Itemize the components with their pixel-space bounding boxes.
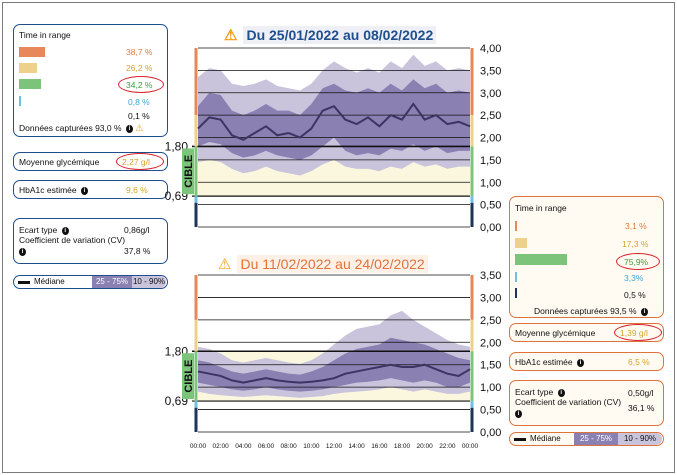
cv-value: 37,8 % bbox=[124, 246, 151, 256]
high-swatch bbox=[515, 238, 527, 248]
highlight-ring bbox=[614, 324, 662, 341]
cv-label: Coefficient de variation (CV) bbox=[515, 397, 622, 407]
in-range-swatch bbox=[19, 79, 41, 89]
hba1c-label: HbA1c estimée i bbox=[515, 357, 585, 367]
highlight-ring bbox=[116, 153, 164, 170]
tir-high-value: 26,2 % bbox=[126, 63, 153, 73]
cv-info: i bbox=[17, 246, 26, 256]
cv-info: i bbox=[513, 408, 522, 418]
very-high-swatch bbox=[515, 221, 517, 231]
tir-low-value: 0,8 % bbox=[128, 97, 150, 107]
info-icon[interactable]: i bbox=[81, 186, 89, 195]
info-icon[interactable]: i bbox=[19, 247, 26, 256]
info-icon[interactable]: i bbox=[61, 226, 69, 235]
legend-iqr: 25 - 75% bbox=[574, 433, 618, 445]
top-chart-title: ⚠ Du 25/01/2022 au 08/02/2022 bbox=[224, 26, 437, 44]
legend-p10-90: 10 - 90% bbox=[132, 276, 166, 288]
tir-very-low-value: 0,1 % bbox=[128, 111, 150, 121]
low-swatch bbox=[19, 96, 21, 106]
info-icon[interactable]: i bbox=[515, 409, 522, 418]
left-variability-box: Ecart type i 0,86g/l Coefficient de vari… bbox=[13, 218, 168, 264]
cv-value: 36,1 % bbox=[628, 403, 655, 413]
captured-text: Données capturées 93,0 % i ⚠ bbox=[19, 123, 144, 133]
tir-very-high-value: 3,1 % bbox=[625, 221, 647, 231]
highlight-ring bbox=[118, 76, 164, 93]
sd-value: 0,50g/l bbox=[628, 388, 654, 398]
median-line-icon bbox=[514, 438, 526, 441]
highlight-ring bbox=[616, 253, 660, 270]
tir-low-value: 3,3% bbox=[624, 273, 644, 283]
info-icon[interactable]: i bbox=[577, 358, 585, 367]
info-icon[interactable]: i bbox=[640, 307, 648, 316]
right-mean-box: Moyenne glycémique 1,39 g/l bbox=[509, 323, 664, 342]
sd-value: 0,86g/l bbox=[124, 225, 150, 235]
sd-label: Ecart type i bbox=[515, 387, 565, 397]
tir-very-high-value: 38,7 % bbox=[126, 47, 153, 57]
tir-high-value: 17,3 % bbox=[622, 239, 649, 249]
high-swatch bbox=[19, 63, 37, 73]
low-swatch bbox=[515, 272, 517, 282]
right-hba1c-box: HbA1c estimée i 6,5 % bbox=[509, 352, 664, 371]
warning-icon: ⚠ bbox=[218, 256, 232, 273]
left-tir-box: Time in range 38,7 % 26,2 % 34,2 % 0,8 %… bbox=[13, 24, 168, 137]
sd-label: Ecart type i bbox=[19, 225, 69, 235]
warning-icon: ⚠ bbox=[224, 27, 238, 44]
tir-title: Time in range bbox=[515, 203, 567, 213]
legend-median: Médiane bbox=[530, 434, 561, 443]
hba1c-value: 9,6 % bbox=[126, 185, 148, 195]
mean-label: Moyenne glycémique bbox=[19, 157, 100, 167]
in-range-swatch bbox=[515, 254, 567, 265]
legend-iqr: 25 - 75% bbox=[92, 276, 132, 288]
left-hba1c-box: HbA1c estimée i 9,6 % bbox=[13, 180, 168, 199]
bottom-chart-title: ⚠ Du 11/02/2022 au 24/02/2022 bbox=[218, 255, 428, 273]
right-legend: Médiane 25 - 75% 10 - 90% bbox=[509, 432, 664, 446]
legend-p10-90: 10 - 90% bbox=[618, 433, 662, 445]
hba1c-value: 6,5 % bbox=[628, 357, 650, 367]
left-mean-box: Moyenne glycémique 2,27 g/l bbox=[13, 152, 168, 171]
very-low-swatch bbox=[515, 288, 517, 298]
right-tir-box: Time in range 3,1 % 17,3 % 75,9% 3,3% 0,… bbox=[509, 196, 664, 318]
hba1c-label: HbA1c estimée i bbox=[19, 185, 89, 195]
legend-median: Médiane bbox=[34, 277, 65, 286]
warning-icon: ⚠ bbox=[135, 123, 144, 133]
mean-label: Moyenne glycémique bbox=[515, 328, 596, 338]
left-legend: Médiane 25 - 75% 10 - 90% bbox=[13, 275, 168, 289]
right-variability-box: Ecart type i 0,50g/l Coefficient de vari… bbox=[509, 380, 664, 426]
info-icon[interactable]: i bbox=[557, 388, 565, 397]
cv-label: Coefficient de variation (CV) bbox=[19, 235, 126, 245]
median-line-icon bbox=[18, 281, 30, 284]
tir-very-low-value: 0,5 % bbox=[624, 290, 646, 300]
info-icon[interactable]: i bbox=[125, 124, 133, 133]
very-high-swatch bbox=[19, 47, 45, 57]
captured-text: Données capturées 93,5 % i bbox=[534, 306, 648, 316]
tir-title: Time in range bbox=[19, 30, 71, 40]
